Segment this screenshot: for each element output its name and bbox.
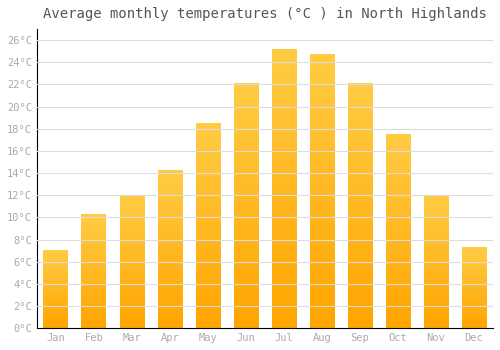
Title: Average monthly temperatures (°C ) in North Highlands: Average monthly temperatures (°C ) in No… [43, 7, 487, 21]
